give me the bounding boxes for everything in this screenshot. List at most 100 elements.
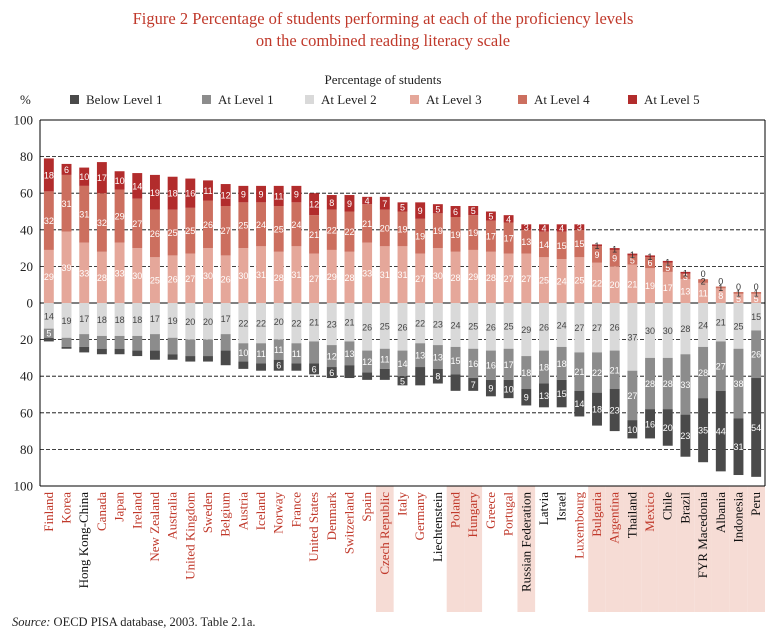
data-label: 29 [327, 272, 337, 282]
data-label: 19 [451, 230, 461, 240]
bar-segment [751, 293, 762, 303]
bar-segment [379, 196, 390, 210]
data-label: 15 [557, 389, 567, 399]
bar-segment [203, 200, 213, 249]
data-label: 15 [451, 356, 461, 366]
legend-label: At Level 3 [426, 92, 482, 107]
category-label: Austria [235, 492, 250, 531]
category-label: Belgium [218, 492, 233, 537]
bar-segment [114, 189, 125, 243]
bar-segment [733, 418, 744, 476]
category-label: Brazil [677, 492, 692, 524]
bar-segment [733, 303, 744, 349]
bar-segment [397, 350, 408, 377]
data-label: 14 [44, 311, 54, 321]
legend-label: Below Level 1 [86, 92, 163, 107]
data-label: 25 [574, 276, 584, 286]
bar-segment [751, 303, 762, 331]
bar-segment [149, 174, 160, 210]
data-label: 0 [718, 277, 723, 287]
bar-segment [503, 348, 514, 380]
bar-segment [167, 209, 178, 256]
data-label: 0 [754, 282, 759, 292]
bar-segment [415, 253, 426, 303]
legend-item: At Level 5 [628, 92, 700, 108]
category-label: Russian Federation [518, 492, 533, 593]
data-label: 32 [97, 218, 107, 228]
data-label: 18 [168, 189, 178, 199]
data-label: 25 [380, 321, 390, 331]
data-label: 5 [736, 294, 741, 304]
bar-segment [256, 343, 266, 364]
legend-swatch [202, 95, 211, 104]
category-label: Bulgaria [589, 492, 604, 537]
y-tick-label: 40 [20, 222, 33, 237]
bar-segment [592, 392, 602, 426]
category-label: Ireland [129, 492, 144, 529]
data-label: 25 [238, 221, 248, 231]
bar-segment [309, 193, 320, 216]
bar-segment [733, 293, 744, 303]
highlight-band [729, 486, 748, 612]
bar-segment [539, 303, 549, 351]
bar-segment [149, 303, 160, 335]
data-label: 31 [256, 270, 266, 280]
bar-segment [609, 266, 620, 303]
data-label: 1 [718, 283, 723, 293]
bar-segment [273, 251, 284, 303]
bar-segment [468, 348, 479, 379]
bar-segment [645, 409, 656, 439]
bar-segment [485, 379, 496, 397]
data-label: 9 [524, 393, 529, 403]
data-label: 1 [665, 257, 670, 267]
bar-segment [627, 303, 638, 371]
data-label: 5 [754, 294, 759, 304]
data-label: 24 [451, 320, 461, 330]
category-label: New Zealand [147, 492, 162, 562]
category-label: Japan [112, 492, 127, 522]
data-label: 29 [44, 272, 54, 282]
chart-subtitle: Percentage of students [324, 72, 442, 87]
data-label: 30 [238, 271, 248, 281]
legend-label: At Level 4 [534, 92, 590, 107]
bar-segment [114, 348, 125, 355]
bar-segment [521, 224, 532, 230]
data-label: 1 [595, 241, 600, 251]
data-label: 14 [574, 399, 584, 409]
y-tick-label: 80 [20, 149, 33, 164]
bar-segment [432, 303, 443, 346]
bar-segment [592, 352, 602, 393]
bar-segment [132, 303, 143, 336]
bar-segment [539, 231, 549, 258]
data-label: 10 [115, 176, 125, 186]
bar-segment [521, 229, 532, 254]
data-label: 13 [539, 391, 549, 401]
bar-segment [185, 178, 196, 208]
bar-segment [203, 303, 213, 340]
data-label: 16 [185, 189, 195, 199]
data-label: 17 [221, 314, 231, 324]
bar-segment [521, 389, 532, 406]
bar-segment [468, 206, 479, 216]
data-label: 20 [203, 317, 213, 327]
y-tick-label: 20 [20, 332, 33, 347]
data-label: 16 [486, 361, 496, 371]
y-tick-label: 0 [27, 296, 34, 311]
data-label: 33 [79, 268, 89, 278]
bar-segment [61, 337, 72, 347]
y-tick-label: 20 [20, 259, 33, 274]
data-label: 22 [344, 227, 354, 237]
data-label: 10 [504, 385, 514, 395]
data-label: 22 [256, 319, 266, 329]
data-label: 12 [309, 200, 319, 210]
bar-segment [61, 163, 72, 175]
data-label: 17 [504, 234, 514, 244]
highlight-band [747, 486, 765, 612]
bar-segment [627, 420, 638, 439]
bar-segment [185, 303, 196, 340]
data-label: 17 [79, 314, 89, 324]
legend-label: At Level 2 [321, 92, 377, 107]
bar-segment [556, 231, 567, 260]
bar-segment [114, 242, 125, 303]
bar-segment [220, 303, 231, 335]
